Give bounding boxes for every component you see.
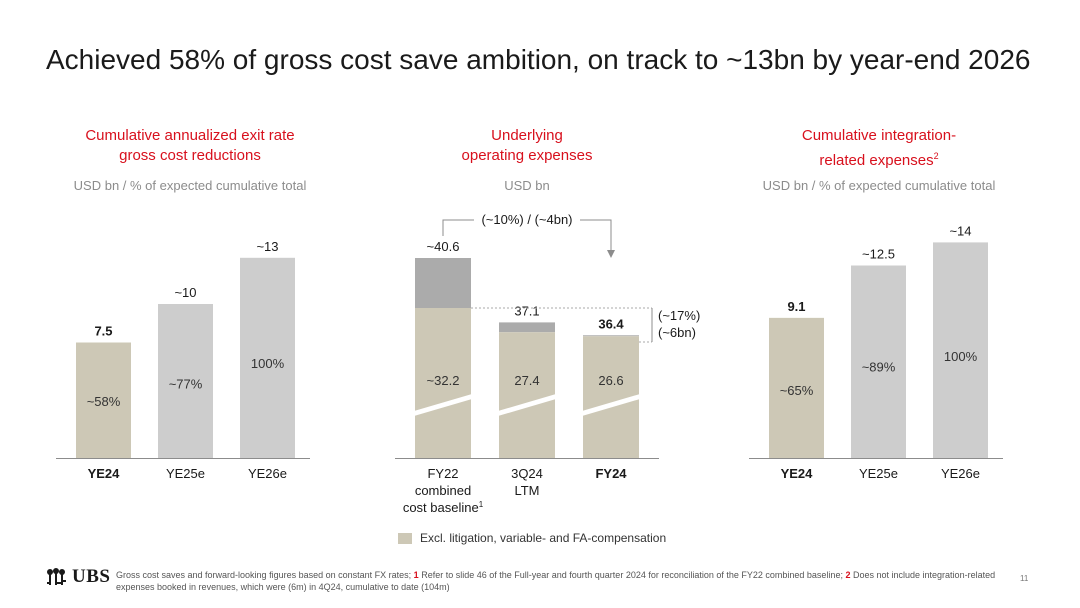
right-value-label-1: ~12.5	[862, 247, 895, 262]
right-pct-label-2: 100%	[944, 349, 978, 364]
legend-label: Excl. litigation, variable- and FA-compe…	[420, 531, 667, 545]
middle-category-0-line-1: combined	[415, 483, 471, 498]
middle-segment-label-0: ~32.2	[427, 373, 460, 388]
middle-total-label-2: 36.4	[598, 316, 624, 331]
right-panel-title: Cumulative integration- related expenses…	[729, 126, 1029, 171]
middle-axis-break-0	[414, 394, 472, 416]
left-panel-title: Cumulative annualized exit rate gross co…	[40, 126, 340, 166]
middle-bar-upper-0	[415, 258, 471, 308]
middle-segment-label-2: 26.6	[598, 373, 623, 388]
middle-panel-title-line2: operating expenses	[461, 147, 593, 164]
left-bar-0	[76, 342, 131, 458]
middle-total-label-0: ~40.6	[427, 239, 460, 254]
right-category-1: YE25e	[859, 466, 898, 481]
middle-axis-break-1	[498, 394, 556, 416]
right-category-0: YE24	[781, 466, 814, 481]
middle-bracket-right	[580, 219, 615, 258]
left-pct-label-1: ~77%	[169, 377, 203, 392]
left-panel-title-line1: Cumulative annualized exit rate	[85, 127, 295, 144]
page-number: 11	[1020, 574, 1029, 583]
left-category-1: YE25e	[166, 466, 205, 481]
middle-segment-label-1: 27.4	[514, 373, 539, 388]
right-pct-label-1: ~89%	[862, 359, 896, 374]
left-bar-1	[158, 304, 213, 458]
ubs-logo: UBS	[44, 566, 110, 588]
left-pct-label-2: 100%	[251, 356, 285, 371]
logo-text: UBS	[72, 566, 111, 587]
middle-top-bracket-label: (~10%) / (~4bn)	[481, 212, 572, 227]
footnote-2-text: Does not include integration-related exp…	[116, 570, 996, 592]
footnote-1-number: 1	[413, 570, 419, 580]
middle-category-1-line-1: LTM	[514, 483, 539, 498]
right-panel-title-line2: related expenses2	[729, 146, 1029, 171]
footnote: Gross cost saves and forward-looking fig…	[116, 569, 1016, 593]
middle-panel-title-line1: Underlying	[491, 127, 563, 144]
right-panel-title-line1: Cumulative integration-	[801, 127, 957, 144]
keys-icon	[47, 568, 66, 585]
middle-panel-title: Underlying operating expenses	[377, 126, 677, 166]
left-pct-label-0: ~58%	[87, 394, 121, 409]
middle-category-0-line-0: FY22	[427, 466, 458, 481]
footnote-intro: Gross cost saves and forward-looking fig…	[116, 570, 412, 580]
middle-total-label-1: 37.1	[514, 303, 539, 318]
middle-axis-break-2	[582, 394, 640, 416]
right-panel-subtitle: USD bn / % of expected cumulative total	[762, 178, 996, 193]
left-category-0: YE24	[88, 466, 121, 481]
left-bar-2	[240, 257, 295, 458]
middle-panel-subtitle: USD bn	[504, 178, 550, 193]
left-panel-title-line2: gross cost reductions	[119, 147, 261, 164]
right-bar-1	[851, 265, 906, 458]
left-panel-subtitle: USD bn / % of expected cumulative total	[73, 178, 307, 193]
left-value-label-0: 7.5	[94, 324, 112, 339]
middle-bar-upper-2	[583, 335, 639, 337]
right-panel-footnote-ref: 2	[933, 151, 939, 161]
right-category-2: YE26e	[941, 466, 980, 481]
middle-side-label-2: (~6bn)	[658, 325, 696, 340]
left-category-2: YE26e	[248, 466, 287, 481]
right-panel-title-line2-text: related expenses	[819, 152, 934, 169]
left-value-label-1: ~10	[174, 285, 196, 300]
right-pct-label-0: ~65%	[780, 383, 814, 398]
middle-category-2-line-0: FY24	[595, 466, 627, 481]
middle-category-1-line-0: 3Q24	[511, 466, 543, 481]
legend-swatch	[398, 532, 412, 544]
page-title: Achieved 58% of gross cost save ambition…	[46, 44, 1031, 75]
right-value-label-0: 9.1	[787, 299, 805, 314]
footnote-1-text: Refer to slide 46 of the Full-year and f…	[421, 570, 843, 580]
middle-bar-lower-0	[415, 308, 471, 458]
middle-side-label-1: (~17%)	[658, 308, 700, 323]
left-value-label-2: ~13	[256, 239, 278, 254]
middle-bar-lower-1	[499, 332, 555, 458]
middle-category-0-line-2: cost baseline1	[403, 500, 484, 515]
middle-category-0-footnote-ref: 1	[479, 500, 484, 509]
middle-bracket-left	[442, 219, 474, 236]
right-bar-2	[933, 242, 988, 458]
legend: Excl. litigation, variable- and FA-compe…	[398, 531, 666, 545]
right-value-label-2: ~14	[949, 223, 971, 238]
right-bar-0	[769, 317, 824, 458]
footnote-2-number: 2	[845, 570, 851, 580]
middle-bar-upper-1	[499, 322, 555, 333]
